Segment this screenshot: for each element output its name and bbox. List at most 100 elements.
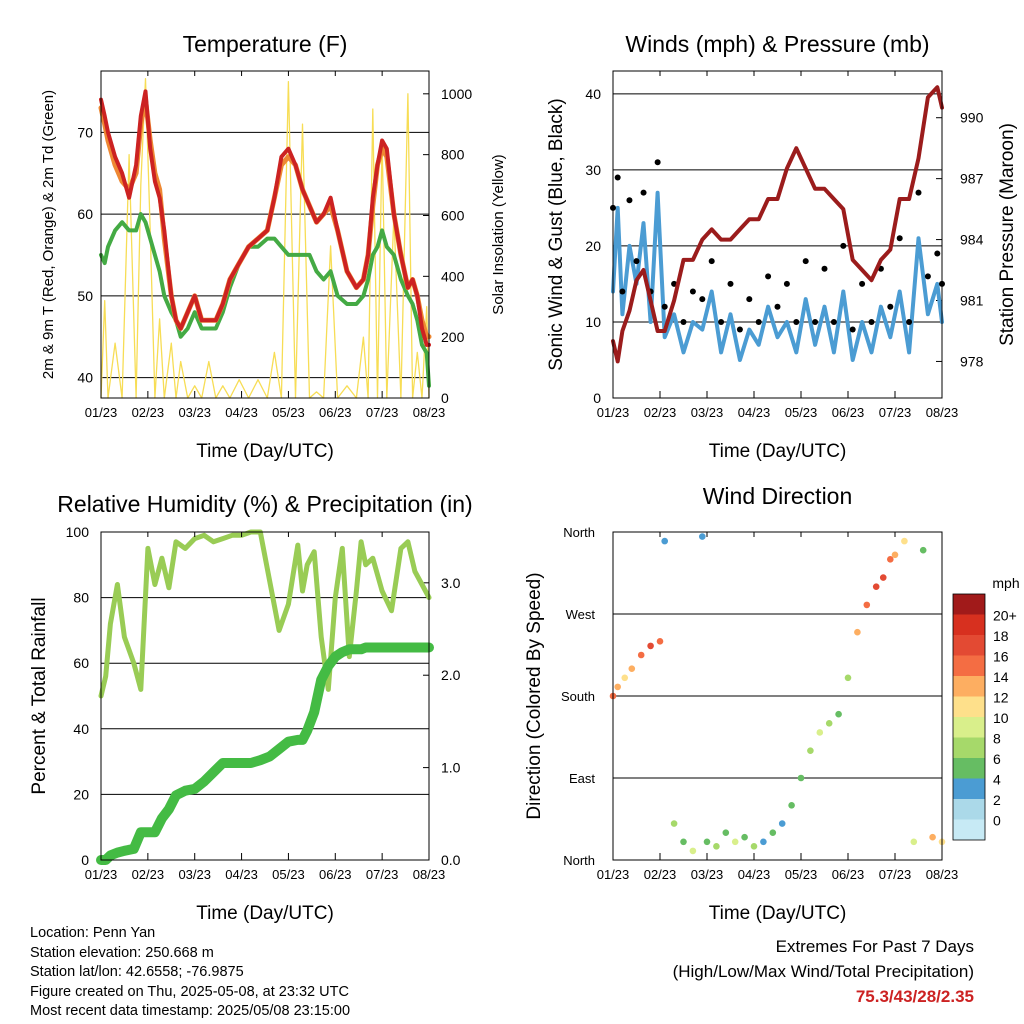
- direction-point: [661, 537, 668, 545]
- gust-point: [633, 258, 640, 265]
- gust-point: [699, 296, 706, 303]
- direction-point: [835, 710, 842, 718]
- y-tick-label: 70: [77, 124, 93, 140]
- colorbar-title: mph: [992, 575, 1019, 591]
- colorbar-label: 6: [993, 751, 1001, 767]
- y2-tick-label: 800: [441, 147, 465, 163]
- x-tick-label: 02/23: [644, 867, 677, 882]
- y2-tick-label: 978: [960, 353, 984, 369]
- gust-point: [906, 318, 913, 325]
- gust-point: [626, 197, 633, 204]
- gust-point: [859, 280, 866, 287]
- direction-point: [656, 638, 664, 645]
- x-tick-label: 01/23: [597, 405, 630, 420]
- colorbar-label: 18: [993, 628, 1009, 644]
- x-tick-label: 03/23: [691, 405, 724, 420]
- x-tick-label: 04/23: [225, 405, 258, 420]
- y-axis-label: Direction (Colored By Speed): [524, 572, 545, 819]
- x-axis-label: Time (Day/UTC): [709, 903, 847, 924]
- direction-point: [854, 628, 861, 636]
- colorbar-swatch: [953, 655, 985, 676]
- gust-point: [774, 303, 781, 310]
- x-tick-label: 08/23: [413, 405, 446, 420]
- y-axis-label: Percent & Total Rainfall: [29, 597, 50, 794]
- colorbar-swatch: [953, 696, 985, 717]
- direction-point: [863, 601, 871, 609]
- y2-tick-label: 981: [960, 293, 984, 309]
- x-tick-label: 01/23: [85, 405, 118, 420]
- x-tick-label: 06/23: [832, 867, 865, 882]
- y-tick-label: 80: [73, 590, 89, 606]
- gust-point: [727, 280, 734, 287]
- direction-point: [614, 683, 621, 691]
- y2-tick-label: 1000: [441, 86, 472, 102]
- y2-tick-label: 0.0: [441, 852, 461, 868]
- x-tick-label: 04/23: [225, 867, 258, 882]
- y-tick-label: 10: [585, 314, 601, 330]
- gust-point: [765, 273, 772, 280]
- series-line-rh: [98, 529, 432, 699]
- extremes-box: Extremes For Past 7 Days (High/Low/Max W…: [673, 934, 974, 1009]
- x-tick-label: 02/23: [132, 867, 165, 882]
- y-tick-label: 60: [77, 206, 93, 222]
- plot-frame: [100, 70, 430, 399]
- x-tick-label: 03/23: [178, 867, 211, 882]
- location-text: Location: Penn Yan: [30, 925, 156, 941]
- station-info: Location: Penn Yan Station elevation: 25…: [30, 924, 350, 1022]
- y-tick-label: North: [563, 525, 595, 540]
- y-tick-label: 40: [77, 370, 93, 386]
- x-axis-label: Time (Day/UTC): [196, 903, 334, 924]
- x-tick-label: 07/23: [366, 867, 399, 882]
- direction-point: [750, 843, 758, 850]
- x-tick-label: 01/23: [85, 867, 118, 882]
- direction-point: [621, 674, 629, 682]
- extremes-values: 75.3/43/28/2.35: [855, 987, 974, 1006]
- colorbar-label: 8: [993, 730, 1001, 746]
- plot-frame: [612, 70, 943, 399]
- elevation-text: Station elevation: 250.668 m: [30, 944, 214, 961]
- recent-text: Most recent data timestamp: 2025/05/08 2…: [30, 1003, 351, 1020]
- direction-point: [919, 546, 927, 554]
- x-tick-label: 08/23: [413, 867, 446, 882]
- direction-point: [722, 829, 730, 836]
- x-tick-label: 06/23: [319, 867, 352, 882]
- y-tick-label: 0: [593, 390, 601, 406]
- colorbar-swatch: [953, 778, 985, 799]
- direction-point: [887, 556, 894, 563]
- series-line-pressure: [611, 85, 944, 364]
- y-tick-label: 20: [585, 238, 601, 254]
- direction-point: [901, 537, 908, 545]
- gust-point: [614, 174, 621, 181]
- direction-point: [929, 833, 936, 841]
- y2-tick-label: 600: [441, 207, 465, 223]
- chart-title: Temperature (F): [183, 31, 348, 57]
- gust-point: [849, 326, 856, 333]
- colorbar-label: 0: [993, 812, 1001, 828]
- latlon-text: Station lat/lon: 42.6558; -76.9875: [30, 964, 244, 981]
- colorbar-swatch: [953, 737, 985, 758]
- colorbar-label: 2: [993, 792, 1001, 808]
- y2-tick-label: 990: [960, 110, 984, 126]
- gust-point: [887, 303, 894, 310]
- plot-frame: [612, 531, 943, 861]
- x-tick-label: 04/23: [738, 405, 771, 420]
- x-tick-label: 05/23: [272, 405, 305, 420]
- y-tick-label: 40: [73, 721, 89, 737]
- direction-point: [628, 665, 636, 672]
- colorbar-swatch: [953, 819, 985, 840]
- y-tick-label: South: [561, 689, 595, 704]
- y-tick-label: 20: [73, 786, 89, 802]
- y-tick-label: 30: [585, 162, 601, 178]
- direction-point: [741, 833, 748, 841]
- y-tick-label: 0: [81, 852, 89, 868]
- gust-point: [896, 235, 903, 242]
- y-tick-label: West: [566, 607, 596, 622]
- y2-axis-label: Station Pressure (Maroon): [997, 123, 1018, 346]
- direction-point: [680, 838, 687, 846]
- y-axis-label: Sonic Wind & Gust (Blue, Black): [546, 98, 567, 370]
- colorbar-swatch: [953, 614, 985, 635]
- y2-tick-label: 1.0: [441, 760, 461, 776]
- gust-point: [640, 189, 647, 196]
- colorbar-label: 12: [993, 689, 1009, 705]
